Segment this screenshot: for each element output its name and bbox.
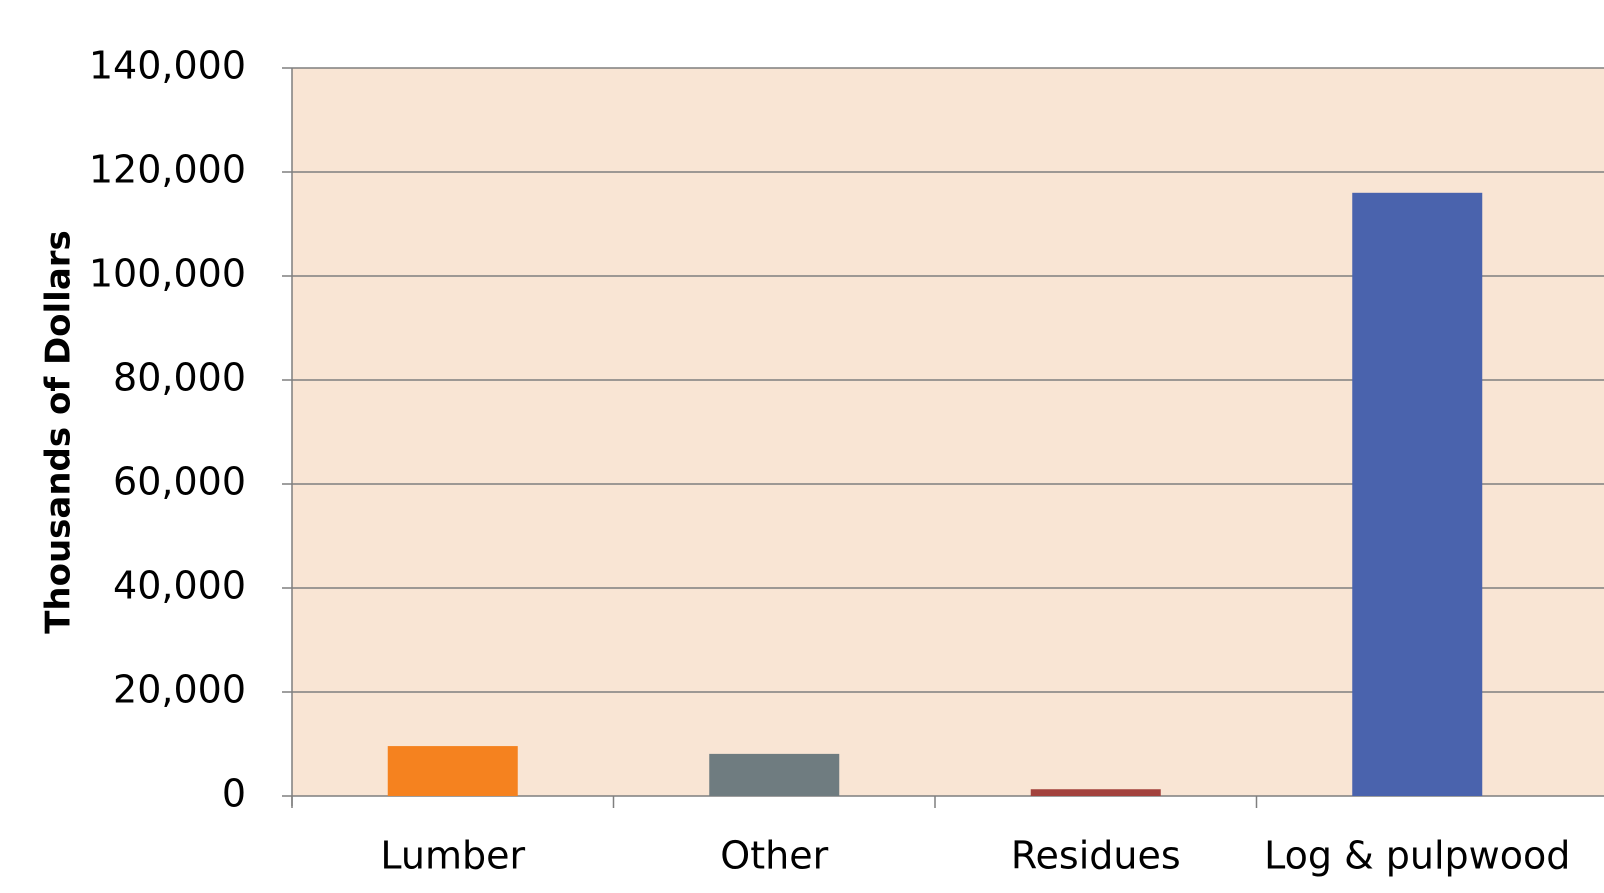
bar (709, 753, 840, 796)
x-tick-label: Residues (1011, 834, 1181, 878)
y-tick-label: 60,000 (113, 460, 246, 504)
y-tick-label: 140,000 (89, 44, 246, 88)
y-tick-label: 80,000 (113, 356, 246, 400)
bar (1352, 192, 1483, 797)
y-tick-label: 120,000 (89, 148, 246, 192)
x-tick-label: Other (720, 834, 828, 878)
x-tick-label: Log & pulpwood (1264, 834, 1570, 878)
y-tick-label: 40,000 (113, 564, 246, 608)
y-tick-label: 100,000 (89, 252, 246, 296)
y-tick-label: 20,000 (113, 668, 246, 712)
y-tick-label: 0 (222, 772, 246, 816)
bar (387, 746, 518, 796)
y-axis-label: Thousands of Dollars (39, 230, 79, 634)
x-tick-label: Lumber (380, 834, 525, 878)
bar (1030, 789, 1161, 796)
